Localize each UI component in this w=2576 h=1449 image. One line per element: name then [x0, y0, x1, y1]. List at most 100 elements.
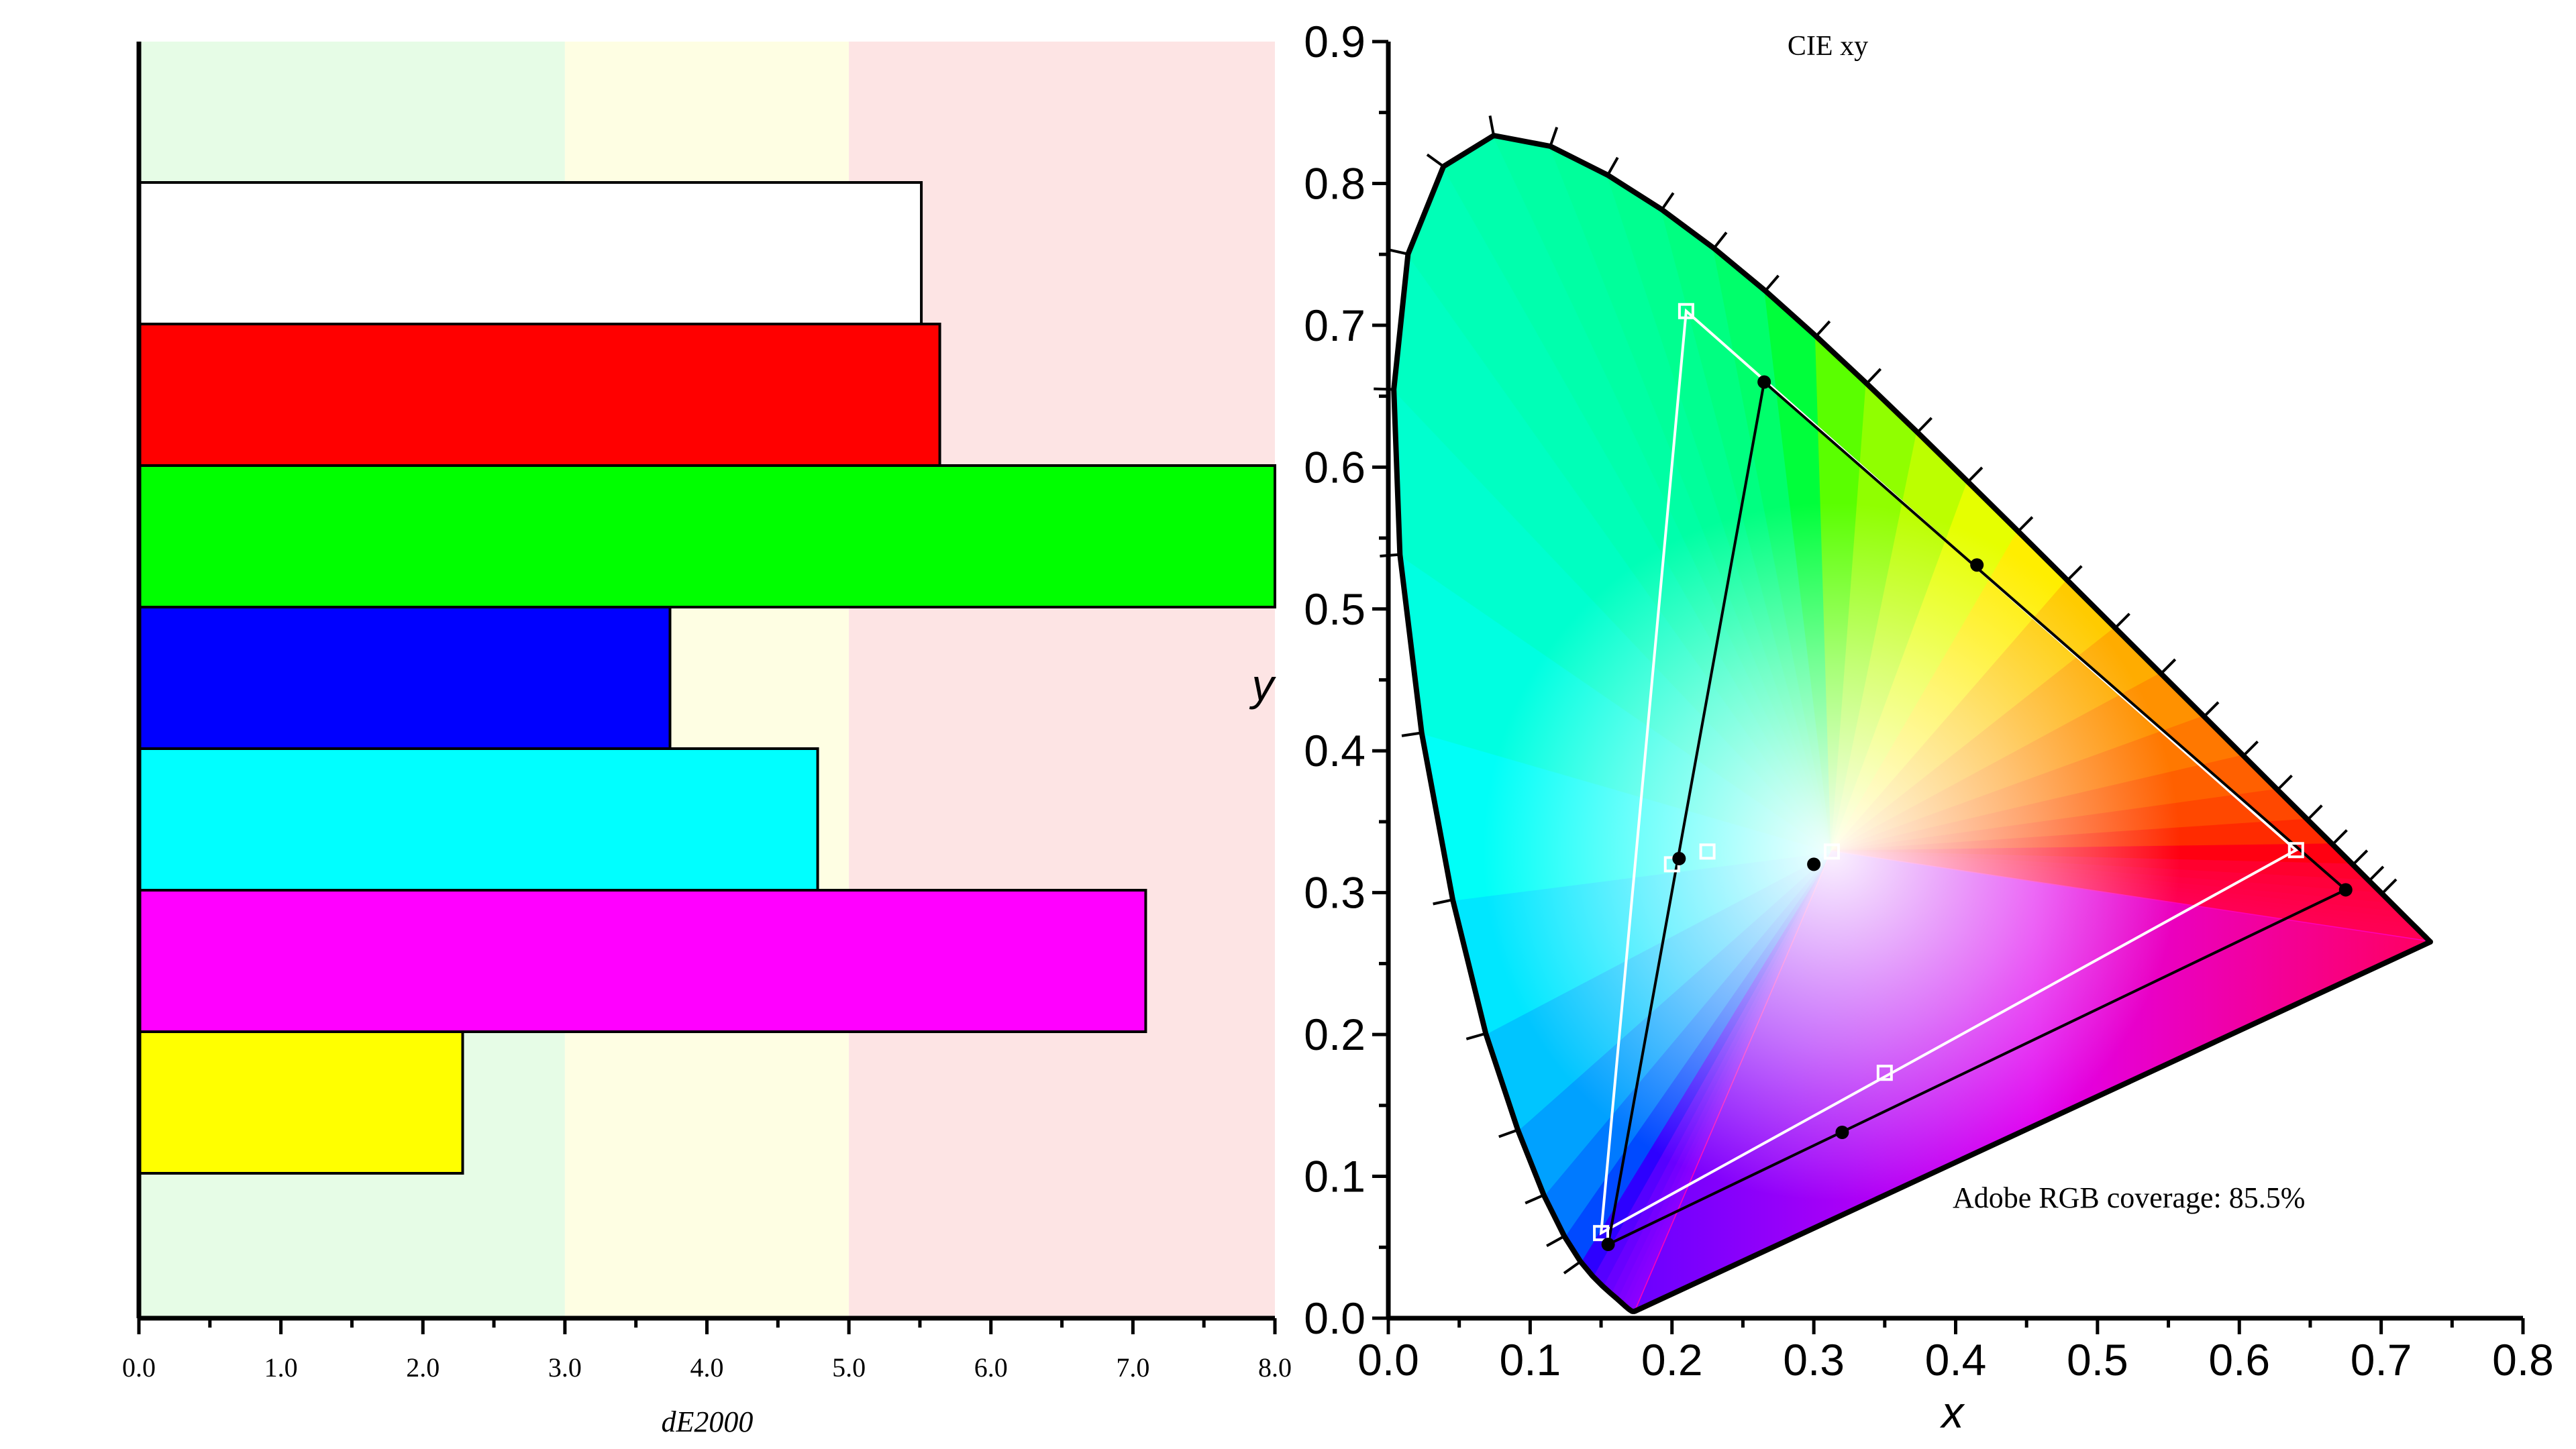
cie-x-tick-label: 0.0	[1357, 1335, 1419, 1385]
locus-wavelength-tick	[2203, 701, 2220, 718]
cie-x-tick-label: 0.2	[1641, 1335, 1703, 1385]
bar-x-tick-label: 4.0	[690, 1352, 724, 1383]
measured-point	[2338, 883, 2353, 897]
locus-wavelength-tick	[1374, 387, 1394, 391]
reference-point	[1678, 303, 1694, 319]
locus-wavelength-tick	[1967, 466, 1983, 483]
locus-wavelength-tick	[1401, 731, 1422, 737]
locus-wavelength-tick	[1661, 192, 1675, 211]
bar-x-tick-label: 2.0	[406, 1352, 440, 1383]
reference-point	[1593, 1225, 1610, 1242]
bar-x-tick-label: 8.0	[1258, 1352, 1292, 1383]
cie-y-tick-label: 0.4	[1304, 726, 1366, 775]
locus-wavelength-tick	[1546, 1235, 1565, 1248]
locus-wavelength-tick	[1815, 320, 1831, 337]
cie-y-tick-label: 0.1	[1304, 1152, 1366, 1201]
locus-wavelength-tick	[1916, 417, 1933, 433]
cie-y-tick-labels: 0.0 0.1 0.2 0.3 0.4 0.5 0.6 0.7 0.8 0.9	[1304, 17, 1366, 1343]
locus-wavelength-tick	[1433, 898, 1453, 906]
cie-axis-ticks	[1372, 40, 2525, 1334]
bar-x-tick-label: 3.0	[548, 1352, 582, 1383]
cie-y-tick-label: 0.7	[1304, 301, 1366, 350]
bar-x-tick-label: 0.0	[122, 1352, 156, 1383]
bar-x-tick-label: 7.0	[1116, 1352, 1149, 1383]
locus-wavelength-tick	[2017, 516, 2034, 533]
locus-wavelength-tick	[2331, 829, 2348, 846]
reference-point	[1699, 843, 1716, 860]
bar-red	[138, 323, 941, 467]
locus-wavelength-tick	[1465, 1032, 1486, 1040]
cie-x-tick-label: 0.1	[1500, 1335, 1561, 1385]
spectral-locus-ticks	[1374, 115, 2398, 1275]
locus-wavelength-tick	[2066, 565, 2083, 582]
cie-y-tick-label: 0.5	[1304, 584, 1366, 634]
bar-yellow	[138, 1030, 464, 1175]
locus-wavelength-tick	[1606, 156, 1619, 176]
locus-wavelength-tick	[1426, 153, 1445, 168]
bar-x-tick-label: 6.0	[974, 1352, 1008, 1383]
white-point-glow	[1482, 502, 2181, 1201]
de2000-bar-chart: 0.0 1.0 2.0 3.0 4.0 5.0 6.0 7.0 8.0 dE2000	[122, 42, 1292, 1438]
locus-wavelength-tick	[1865, 368, 1882, 385]
measured-point	[1601, 1238, 1615, 1252]
cie-xy-chart: 0.0 0.1 0.2 0.3 0.4 0.5 0.6 0.7 0.8 0.0 0.1 0.2 0.3…	[1249, 17, 2554, 1437]
bar-x-ticks	[137, 1318, 1277, 1334]
cie-x-tick-label: 0.4	[1925, 1335, 1987, 1385]
locus-wavelength-tick	[2276, 774, 2293, 791]
cie-y-tick-label: 0.6	[1304, 442, 1366, 492]
bar-magenta	[138, 889, 1147, 1033]
bar-blue	[138, 606, 672, 750]
measured-point	[1757, 375, 1771, 389]
measured-points	[1593, 303, 2353, 1252]
bar-series	[138, 181, 1276, 1175]
gamut-coverage-annotation: Adobe RGB coverage: 85.5%	[1953, 1181, 2305, 1214]
bar-green	[138, 464, 1276, 608]
reference-point	[2287, 842, 2304, 859]
locus-wavelength-tick	[2160, 658, 2177, 675]
cie-y-tick-label: 0.3	[1304, 868, 1366, 918]
measured-point	[1672, 851, 1686, 865]
spectral-locus-fill	[1394, 136, 2430, 1311]
locus-wavelength-tick	[2381, 878, 2398, 895]
gamut-triangles	[1599, 308, 2349, 1247]
cie-y-tick-label: 0.0	[1304, 1293, 1366, 1343]
measured-point	[1807, 857, 1821, 871]
locus-wavelength-tick	[2368, 865, 2385, 882]
cie-x-tick-label: 0.3	[1783, 1335, 1845, 1385]
bar-x-tick-label: 1.0	[264, 1352, 298, 1383]
measured-point	[1970, 558, 1984, 572]
locus-wavelength-tick	[2114, 612, 2130, 629]
locus-wavelength-tick	[2352, 849, 2369, 866]
locus-wavelength-tick	[2242, 740, 2259, 757]
cie-x-tick-label: 0.5	[2067, 1335, 2128, 1385]
locus-wavelength-tick	[1712, 231, 1728, 250]
cie-y-tick-label: 0.8	[1304, 158, 1366, 208]
bar-cyan	[138, 747, 819, 892]
cie-chart-title: CIE xy	[1788, 31, 1868, 62]
cie-x-axis-label: x	[1940, 1387, 1965, 1437]
locus-wavelength-tick	[1498, 1128, 1518, 1138]
locus-wavelength-tick	[1563, 1260, 1582, 1275]
cie-y-axis-label: y	[1249, 660, 1277, 710]
cie-y-tick-label: 0.2	[1304, 1010, 1366, 1059]
measured-point	[1835, 1126, 1849, 1140]
bar-x-tick-label: 5.0	[832, 1352, 866, 1383]
locus-wavelength-tick	[1525, 1193, 1545, 1205]
bar-x-tick-labels: 0.0 1.0 2.0 3.0 4.0 5.0 6.0 7.0 8.0	[122, 1352, 1292, 1383]
reference-point	[1876, 1065, 1893, 1081]
measured-gamut-triangle	[1606, 379, 2349, 1247]
reference-point	[1823, 843, 1840, 860]
cie-x-tick-label: 0.7	[2351, 1335, 2412, 1385]
bar-white	[138, 181, 923, 325]
cie-y-tick-label: 0.9	[1304, 17, 1366, 66]
spectral-locus-outline	[1391, 133, 2433, 1314]
locus-wavelength-tick	[1388, 248, 1408, 256]
locus-wavelength-tick	[1549, 127, 1559, 147]
cie-x-tick-labels: 0.0 0.1 0.2 0.3 0.4 0.5 0.6 0.7 0.8	[1357, 1335, 2554, 1385]
locus-wavelength-tick	[1488, 115, 1496, 136]
locus-wavelength-tick	[2306, 804, 2323, 821]
cie-x-tick-label: 0.6	[2208, 1335, 2270, 1385]
locus-wavelength-tick	[1764, 274, 1780, 292]
